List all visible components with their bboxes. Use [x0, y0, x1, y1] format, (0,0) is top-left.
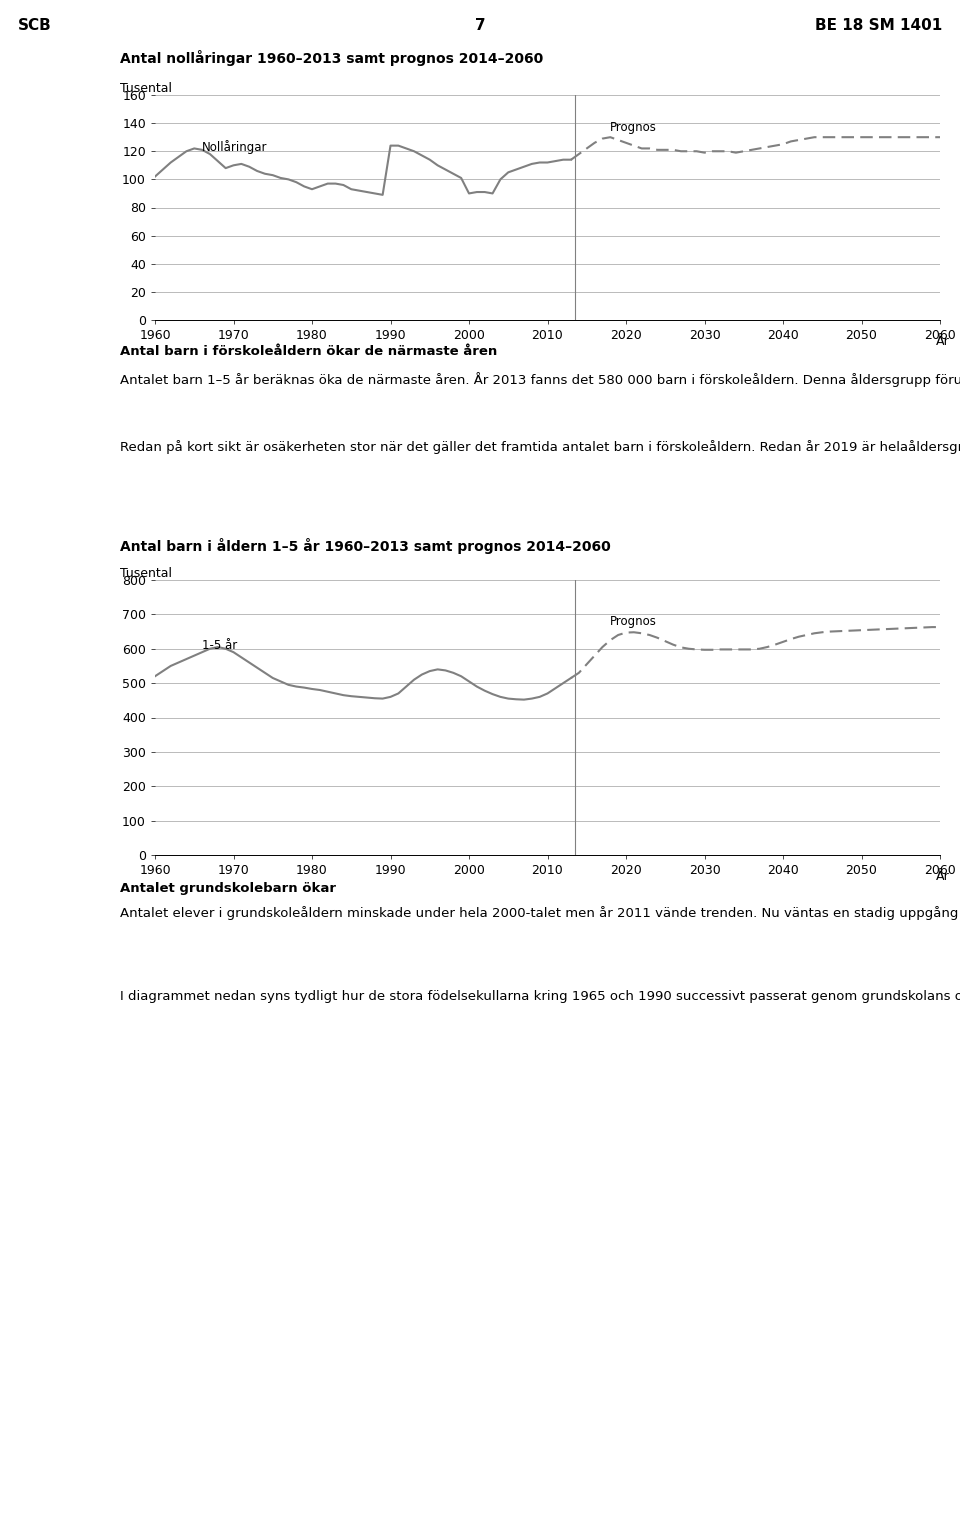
Text: 7: 7 — [474, 18, 486, 32]
Text: Tusental: Tusental — [120, 568, 172, 580]
Text: Antal barn i åldern 1–5 år 1960–2013 samt prognos 2014–2060: Antal barn i åldern 1–5 år 1960–2013 sam… — [120, 538, 611, 554]
Text: 1-5 år: 1-5 år — [203, 640, 237, 652]
Text: Redan på kort sikt är osäkerheten stor när det gäller det framtida antalet barn : Redan på kort sikt är osäkerheten stor n… — [120, 440, 960, 454]
Text: I diagrammet nedan syns tydligt hur de stora födelsekullarna kring 1965 och 1990: I diagrammet nedan syns tydligt hur de s… — [120, 990, 960, 1003]
Text: Antalet elever i grundskoleåldern minskade under hela 2000-talet men år 2011 vän: Antalet elever i grundskoleåldern minska… — [120, 906, 960, 920]
Text: BE 18 SM 1401: BE 18 SM 1401 — [815, 18, 942, 32]
Text: Antalet grundskolebarn ökar: Antalet grundskolebarn ökar — [120, 881, 336, 895]
Text: SCB: SCB — [18, 18, 52, 32]
Text: Tusental: Tusental — [120, 82, 172, 95]
Text: Prognos: Prognos — [611, 615, 658, 628]
Text: Prognos: Prognos — [611, 122, 658, 134]
Text: År: År — [936, 335, 950, 348]
Text: Nollåringar: Nollåringar — [203, 140, 268, 154]
Text: Antal barn i förskoleåldern ökar de närmaste åren: Antal barn i förskoleåldern ökar de närm… — [120, 345, 497, 358]
Text: Antalet barn 1–5 år beräknas öka de närmaste åren. År 2013 fanns det 580 000 bar: Antalet barn 1–5 år beräknas öka de närm… — [120, 372, 960, 388]
Text: Antal nollåringar 1960–2013 samt prognos 2014–2060: Antal nollåringar 1960–2013 samt prognos… — [120, 51, 543, 66]
Text: År: År — [936, 871, 950, 883]
